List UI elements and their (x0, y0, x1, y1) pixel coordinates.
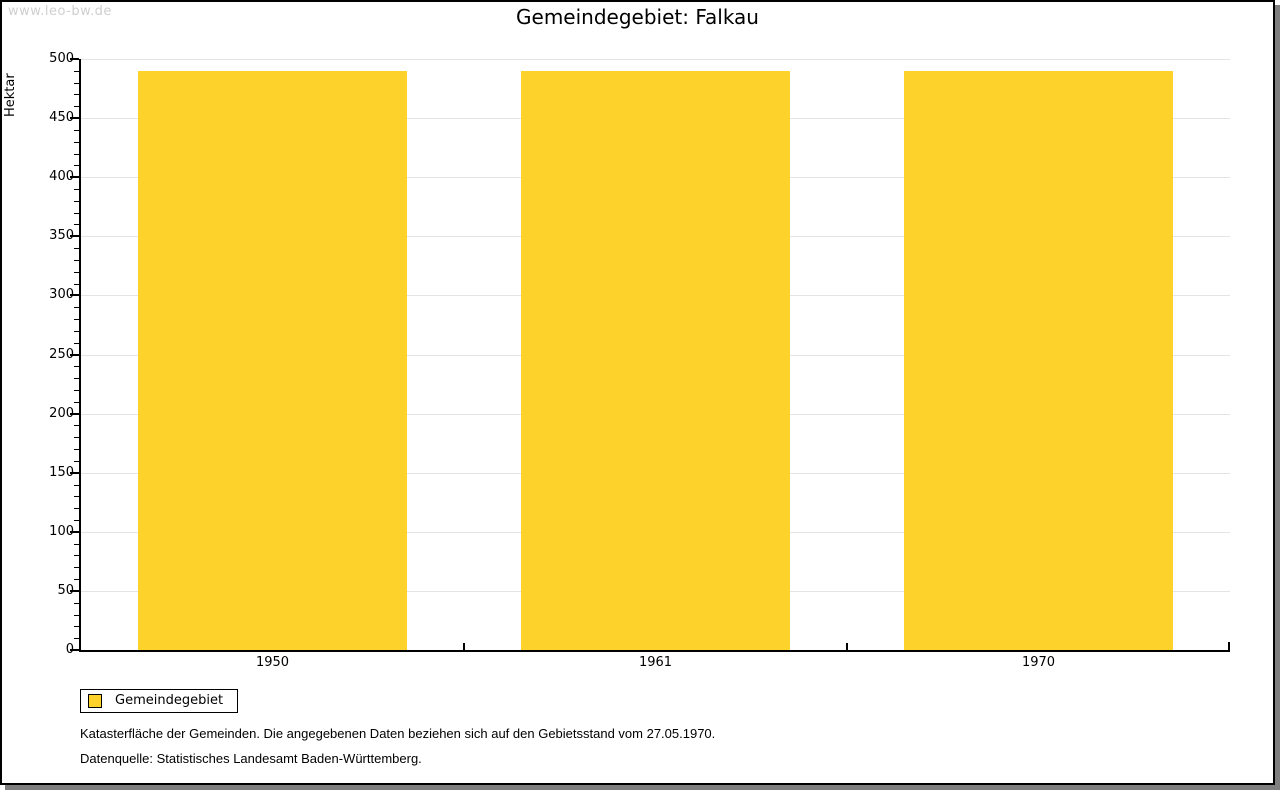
y-minor-tick-230 (74, 378, 79, 380)
y-minor-tick-240 (74, 366, 79, 368)
watermark-text: www.leo-bw.de (8, 4, 112, 19)
y-minor-tick-470 (74, 94, 79, 96)
y-major-tick-0 (70, 649, 79, 651)
x-boundary-tick-2 (846, 643, 848, 650)
y-tick-label-500: 500 (49, 51, 74, 66)
y-tick-label-200: 200 (49, 405, 74, 421)
y-minor-tick-60 (74, 579, 79, 581)
y-tick-label-150: 150 (49, 464, 74, 480)
y-minor-tick-160 (74, 460, 79, 462)
y-major-tick-400 (70, 176, 79, 179)
y-minor-tick-20 (74, 626, 79, 628)
y-major-tick-300 (70, 294, 79, 297)
y-minor-tick-90 (74, 543, 79, 545)
y-tick-label-250: 250 (49, 346, 74, 362)
y-major-tick-50 (70, 589, 79, 592)
y-minor-tick-290 (74, 307, 79, 309)
y-tick-label-100: 100 (49, 523, 74, 539)
gridline-500 (81, 59, 1230, 60)
y-minor-tick-380 (74, 200, 79, 202)
y-minor-tick-130 (74, 496, 79, 498)
y-minor-tick-110 (74, 519, 79, 521)
y-major-tick-450 (70, 117, 79, 120)
y-minor-tick-270 (74, 330, 79, 332)
y-minor-tick-180 (74, 437, 79, 439)
y-minor-tick-460 (74, 106, 79, 108)
y-minor-tick-310 (74, 283, 79, 285)
y-major-tick-100 (70, 530, 79, 533)
x-tick-label-1950: 1950 (255, 655, 290, 670)
y-minor-tick-80 (74, 555, 79, 557)
y-minor-tick-10 (74, 638, 79, 640)
bar-1950 (138, 70, 407, 650)
legend: Gemeindegebiet (80, 689, 239, 713)
y-axis-label: Hektar (3, 73, 18, 117)
y-tick-label-0: 0 (65, 642, 74, 657)
y-major-tick-200 (70, 412, 79, 415)
y-major-tick-250 (70, 353, 79, 356)
y-tick-label-50: 50 (57, 582, 74, 598)
y-minor-tick-70 (74, 567, 79, 569)
y-tick-label-300: 300 (49, 287, 74, 303)
y-tick-label-350: 350 (49, 228, 74, 244)
y-minor-tick-340 (74, 248, 79, 250)
y-minor-tick-330 (74, 259, 79, 261)
y-minor-tick-490 (74, 70, 79, 72)
legend-swatch-gemeindegebiet (88, 693, 102, 708)
bar-1961 (521, 70, 790, 650)
footnote-line1: Katasterfläche der Gemeinden. Die angege… (80, 726, 716, 741)
y-minor-tick-420 (74, 153, 79, 155)
y-minor-tick-140 (74, 484, 79, 486)
y-minor-tick-430 (74, 141, 79, 143)
y-minor-tick-30 (74, 614, 79, 616)
x-axis-end-cap (1228, 642, 1230, 650)
y-major-tick-350 (70, 235, 79, 238)
y-minor-tick-480 (74, 82, 79, 84)
legend-label: Gemeindegebiet (115, 693, 224, 708)
y-minor-tick-410 (74, 165, 79, 167)
y-minor-tick-210 (74, 401, 79, 403)
y-minor-tick-170 (74, 449, 79, 451)
y-tick-label-450: 450 (49, 110, 74, 126)
y-minor-tick-390 (74, 189, 79, 191)
y-major-tick-150 (70, 471, 79, 474)
y-minor-tick-190 (74, 425, 79, 427)
footnote-line2: Datenquelle: Statistisches Landesamt Bad… (80, 751, 422, 766)
y-minor-tick-280 (74, 319, 79, 321)
y-major-tick-500 (70, 58, 79, 60)
x-tick-label-1970: 1970 (1021, 655, 1056, 670)
bar-1970 (904, 70, 1173, 650)
y-minor-tick-320 (74, 271, 79, 273)
plot-area (70, 58, 1230, 652)
x-tick-label-1961: 1961 (638, 655, 673, 670)
y-minor-tick-360 (74, 224, 79, 226)
y-minor-tick-260 (74, 342, 79, 344)
x-boundary-tick-1 (463, 643, 465, 650)
chart-title: Gemeindegebiet: Falkau (516, 5, 759, 29)
y-minor-tick-40 (74, 602, 79, 604)
y-tick-label-400: 400 (49, 169, 74, 185)
y-minor-tick-370 (74, 212, 79, 214)
y-minor-tick-220 (74, 389, 79, 391)
y-minor-tick-440 (74, 129, 79, 131)
y-minor-tick-120 (74, 508, 79, 510)
